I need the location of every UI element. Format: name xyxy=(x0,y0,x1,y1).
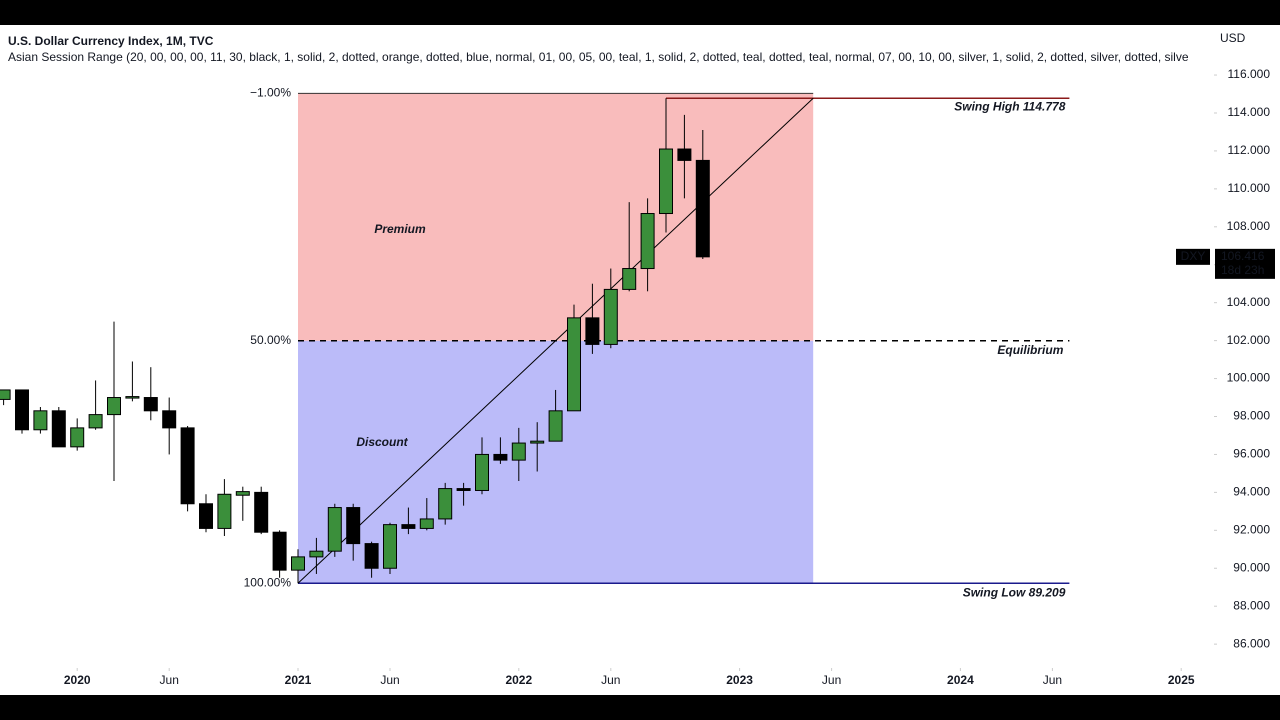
x-tick-label: Jun xyxy=(1043,673,1062,687)
candle-body xyxy=(659,148,673,215)
candle-body xyxy=(51,410,66,448)
candle-body xyxy=(70,427,85,448)
y-tick-label: 112.000 xyxy=(1228,143,1271,157)
candle-body xyxy=(401,524,416,529)
y-tick-label: 98.000 xyxy=(1233,409,1270,423)
candle-body xyxy=(107,397,121,416)
candle-body xyxy=(383,524,397,569)
fib-level-label: 100.00% xyxy=(244,575,292,589)
y-tick-label: 88.000 xyxy=(1233,598,1270,612)
candle-body xyxy=(419,518,434,529)
candle-body xyxy=(511,442,526,461)
x-tick-label: 2023 xyxy=(726,673,753,687)
y-tick-label: 116.000 xyxy=(1228,67,1271,81)
candle-body xyxy=(677,148,692,161)
candle-body xyxy=(254,491,269,533)
symbol-tag xyxy=(1176,248,1210,265)
candle-body xyxy=(346,507,361,545)
symbol-tag-label: DXY xyxy=(1181,249,1206,263)
candle-body xyxy=(567,317,581,412)
candle-body xyxy=(530,440,545,444)
x-tick-label: 2025 xyxy=(1168,673,1195,687)
candle-body xyxy=(15,389,29,431)
y-tick-label: 86.000 xyxy=(1233,636,1270,650)
x-tick-label: Jun xyxy=(601,673,620,687)
candle-body xyxy=(364,543,379,569)
trendline xyxy=(297,97,814,584)
candle-body xyxy=(585,317,600,345)
candle-body xyxy=(199,503,213,529)
y-tick-label: 108.000 xyxy=(1227,219,1271,233)
candle-body xyxy=(88,414,103,429)
y-tick-label: 110.000 xyxy=(1228,181,1271,195)
candle-body xyxy=(603,288,618,345)
y-tick-label: 92.000 xyxy=(1233,522,1270,536)
candle-body xyxy=(291,556,305,571)
candle-body xyxy=(33,410,48,431)
candle-body xyxy=(456,488,471,491)
countdown-label: 18d 23h xyxy=(1221,263,1264,277)
premium-zone xyxy=(298,93,814,341)
x-tick-label: 2024 xyxy=(947,673,974,687)
zone-label: Premium xyxy=(374,222,426,236)
candle-body xyxy=(548,410,563,442)
x-tick-label: 2022 xyxy=(505,673,532,687)
fib-level-label: −1.00% xyxy=(250,86,291,100)
candle-body xyxy=(272,531,287,571)
price-tag-label: 106.416 xyxy=(1221,249,1265,263)
x-tick-label: Jun xyxy=(822,673,841,687)
candle-body xyxy=(180,427,195,505)
chart-title: U.S. Dollar Currency Index, 1M, TVC xyxy=(8,34,214,48)
fib-level-label: 50.00% xyxy=(250,333,291,347)
candle-body xyxy=(695,159,710,258)
equilibrium-label: Equilibrium xyxy=(997,343,1063,357)
swing-high-label: Swing High 114.778 xyxy=(954,99,1065,113)
currency-label: USD xyxy=(1220,31,1246,45)
candle-body xyxy=(309,550,324,558)
y-tick-label: 104.000 xyxy=(1227,295,1271,309)
candle-body xyxy=(640,213,655,270)
x-tick-label: Jun xyxy=(380,673,399,687)
candle-body xyxy=(493,453,508,461)
candle-body xyxy=(622,268,637,290)
candle-body xyxy=(327,507,342,552)
candle-body xyxy=(143,397,158,412)
x-tick-label: Jun xyxy=(160,673,179,687)
candle-body xyxy=(438,488,453,520)
candle-body xyxy=(235,491,250,496)
candle-body xyxy=(475,453,489,491)
y-tick-label: 94.000 xyxy=(1233,485,1270,499)
price-tag xyxy=(1215,248,1275,279)
y-tick-label: 96.000 xyxy=(1233,447,1270,461)
y-tick-label: 90.000 xyxy=(1233,560,1270,574)
y-tick-label: 114.000 xyxy=(1228,105,1271,119)
y-tick-label: 100.000 xyxy=(1227,371,1271,385)
x-tick-label: 2021 xyxy=(285,673,312,687)
x-tick-label: 2020 xyxy=(64,673,91,687)
y-tick-label: 102.000 xyxy=(1227,333,1271,347)
candle-body xyxy=(217,493,232,529)
candle-body xyxy=(162,410,177,429)
candle-body xyxy=(0,389,11,400)
candle-body xyxy=(125,396,140,399)
swing-low-label: Swing Low 89.209 xyxy=(963,585,1066,599)
indicator-legend: Asian Session Range (20, 00, 00, 00, 11,… xyxy=(8,50,1189,64)
zone-label: Discount xyxy=(356,435,408,449)
